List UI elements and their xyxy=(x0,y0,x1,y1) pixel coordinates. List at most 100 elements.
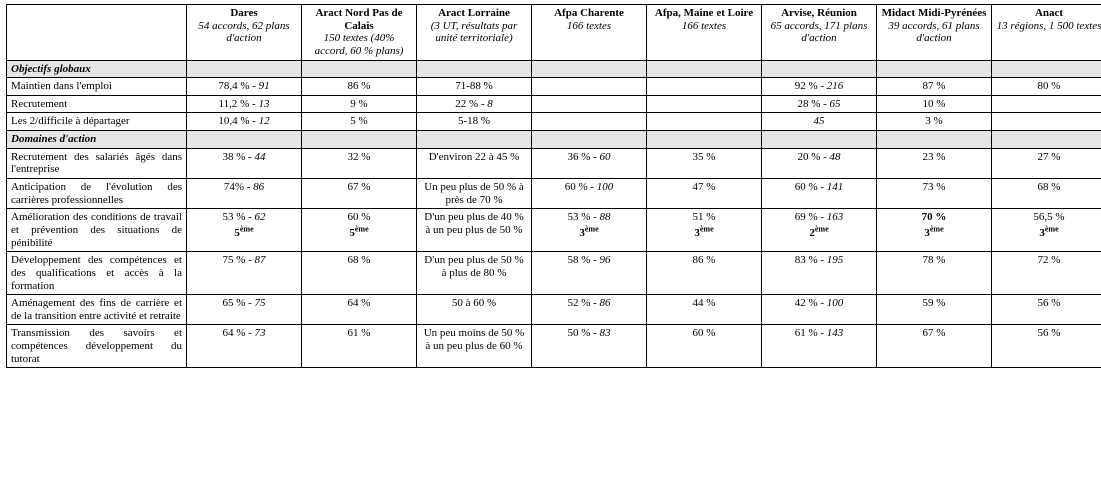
data-cell xyxy=(992,95,1101,113)
data-cell: 61 % - 143 xyxy=(762,325,877,368)
header-blank xyxy=(7,5,187,61)
data-cell: D'un peu plus de 40 % à un peu plus de 5… xyxy=(417,209,532,252)
org-sub: 54 accords, 62 plans d'action xyxy=(191,20,297,45)
section-blank xyxy=(532,131,647,149)
data-cell: 5-18 % xyxy=(417,113,532,131)
data-cell: 36 % - 60 xyxy=(532,148,647,178)
data-cell: 78 % xyxy=(877,252,992,295)
section-blank xyxy=(647,131,762,149)
table-row: Les 2/difficile à départager10,4 % - 125… xyxy=(7,113,1101,131)
org-name: Afpa Charente xyxy=(536,7,642,20)
org-sub: 166 textes xyxy=(536,20,642,33)
section-title: Domaines d'action xyxy=(7,131,187,149)
data-cell: 10,4 % - 12 xyxy=(187,113,302,131)
org-sub: 13 régions, 1 500 textes xyxy=(996,20,1101,33)
section-blank xyxy=(302,60,417,78)
org-sub: 166 textes xyxy=(651,20,757,33)
data-cell: 60 % - 100 xyxy=(532,179,647,209)
data-cell: 70 %3ème xyxy=(877,209,992,252)
data-cell: 80 % xyxy=(992,78,1101,96)
table-row: Maintien dans l'emploi78,4 % - 9186 %71-… xyxy=(7,78,1101,96)
data-cell: 59 % xyxy=(877,295,992,325)
data-cell: 56 % xyxy=(992,295,1101,325)
data-cell: 67 % xyxy=(877,325,992,368)
data-cell: Un peu moins de 50 % à un peu plus de 60… xyxy=(417,325,532,368)
data-cell: 51 %3ème xyxy=(647,209,762,252)
row-label: Recrutement xyxy=(7,95,187,113)
data-cell: D'un peu plus de 50 % à plus de 80 % xyxy=(417,252,532,295)
col-header: Midact Midi-Pyrénées 39 accords, 61 plan… xyxy=(877,5,992,61)
data-cell: 64 % xyxy=(302,295,417,325)
data-cell: 72 % xyxy=(992,252,1101,295)
table-body: Objectifs globauxMaintien dans l'emploi7… xyxy=(7,60,1101,368)
comparison-table: Dares 54 accords, 62 plans d'action Arac… xyxy=(6,4,1101,368)
data-cell: 50 à 60 % xyxy=(417,295,532,325)
section-blank xyxy=(762,60,877,78)
data-cell: 22 % - 8 xyxy=(417,95,532,113)
section-blank xyxy=(532,60,647,78)
row-label: Recrutement des salariés âgés dans l'ent… xyxy=(7,148,187,178)
data-cell: 44 % xyxy=(647,295,762,325)
data-cell: 68 % xyxy=(302,252,417,295)
data-cell xyxy=(532,113,647,131)
data-cell: 3 % xyxy=(877,113,992,131)
row-label: Aménagement des fins de carrière et de l… xyxy=(7,295,187,325)
org-sub: (3 UT, résultats par unité territoriale) xyxy=(421,20,527,45)
data-cell xyxy=(532,95,647,113)
row-label: Maintien dans l'emploi xyxy=(7,78,187,96)
data-cell: 86 % xyxy=(302,78,417,96)
data-cell xyxy=(992,113,1101,131)
data-cell xyxy=(647,113,762,131)
data-cell: 9 % xyxy=(302,95,417,113)
data-cell xyxy=(647,95,762,113)
data-cell: 27 % xyxy=(992,148,1101,178)
data-cell: 83 % - 195 xyxy=(762,252,877,295)
section-blank xyxy=(992,60,1101,78)
col-header: Arvise, Réunion 65 accords, 171 plans d'… xyxy=(762,5,877,61)
section-blank xyxy=(187,60,302,78)
data-cell: 71-88 % xyxy=(417,78,532,96)
data-cell: 78,4 % - 91 xyxy=(187,78,302,96)
org-sub: 65 accords, 171 plans d'action xyxy=(766,20,872,45)
table-header: Dares 54 accords, 62 plans d'action Arac… xyxy=(7,5,1101,61)
data-cell: 75 % - 87 xyxy=(187,252,302,295)
data-cell: 60 % xyxy=(647,325,762,368)
table-row: Aménagement des fins de carrière et de l… xyxy=(7,295,1101,325)
org-name: Anact xyxy=(996,7,1101,20)
data-cell: 35 % xyxy=(647,148,762,178)
section-blank xyxy=(187,131,302,149)
org-name: Arvise, Réunion xyxy=(766,7,872,20)
section-blank xyxy=(877,60,992,78)
data-cell: 23 % xyxy=(877,148,992,178)
data-cell: 86 % xyxy=(647,252,762,295)
data-cell: Un peu plus de 50 % à près de 70 % xyxy=(417,179,532,209)
data-cell: 53 % - 625ème xyxy=(187,209,302,252)
data-cell: 56,5 %3ème xyxy=(992,209,1101,252)
data-cell: 65 % - 75 xyxy=(187,295,302,325)
row-label: Anticipation de l'évolution des carrière… xyxy=(7,179,187,209)
section-blank xyxy=(417,60,532,78)
table-row: Recrutement des salariés âgés dans l'ent… xyxy=(7,148,1101,178)
data-cell: 50 % - 83 xyxy=(532,325,647,368)
data-cell: 10 % xyxy=(877,95,992,113)
section-blank xyxy=(762,131,877,149)
org-sub: 150 textes (40% accord, 60 % plans) xyxy=(306,32,412,57)
section-title: Objectifs globaux xyxy=(7,60,187,78)
data-cell: 5 % xyxy=(302,113,417,131)
col-header: Afpa, Maine et Loire 166 textes xyxy=(647,5,762,61)
section-blank xyxy=(417,131,532,149)
data-cell: 45 xyxy=(762,113,877,131)
table-row: Amélioration des conditions de travail e… xyxy=(7,209,1101,252)
org-sub: 39 accords, 61 plans d'action xyxy=(881,20,987,45)
col-header: Aract Nord Pas de Calais 150 textes (40%… xyxy=(302,5,417,61)
data-cell: 56 % xyxy=(992,325,1101,368)
data-cell: 32 % xyxy=(302,148,417,178)
data-cell: 60 % - 141 xyxy=(762,179,877,209)
data-cell: 52 % - 86 xyxy=(532,295,647,325)
table-row: Développement des compétences et des qua… xyxy=(7,252,1101,295)
data-cell xyxy=(532,78,647,96)
data-cell: 73 % xyxy=(877,179,992,209)
section-blank xyxy=(877,131,992,149)
section-row: Objectifs globaux xyxy=(7,60,1101,78)
data-cell: 69 % - 1632ème xyxy=(762,209,877,252)
